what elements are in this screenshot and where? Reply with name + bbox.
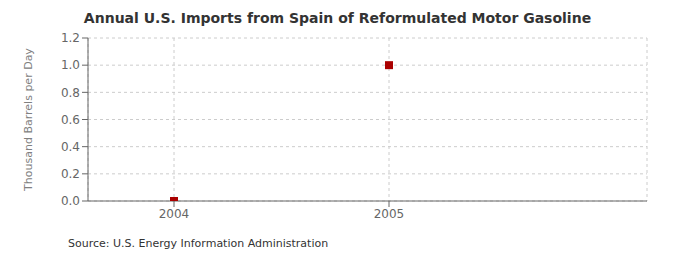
svg-text:0.8: 0.8 — [61, 86, 80, 100]
html-text:Source: U.S. Energy Informatio: Source: U.S. Energy Information Administ… — [68, 237, 329, 250]
svg-text:2004: 2004 — [159, 207, 190, 221]
svg-text:0.4: 0.4 — [61, 140, 80, 154]
svg-text:0.2: 0.2 — [61, 167, 80, 181]
html-text:Annual U.S. Imports from Spain: Annual U.S. Imports from Spain of Reform… — [83, 10, 592, 26]
svg-text:Thousand Barrels per Day: Thousand Barrels per Day — [22, 48, 35, 192]
svg-text:1.2: 1.2 — [61, 31, 80, 45]
svg-text:1.0: 1.0 — [61, 58, 80, 72]
svg-text:0.6: 0.6 — [61, 113, 80, 127]
svg-text:2005: 2005 — [374, 207, 405, 221]
svg-text:0.0: 0.0 — [61, 194, 80, 208]
